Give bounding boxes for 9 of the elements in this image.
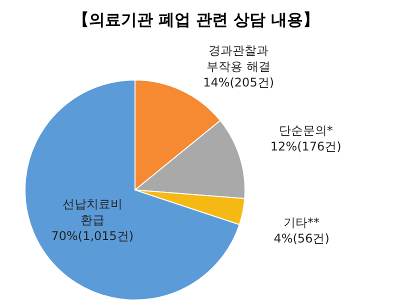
data-label: 12%(176건) — [270, 139, 342, 154]
data-label: 4%(56건) — [274, 232, 330, 246]
slice-label: 단순문의* — [278, 123, 333, 138]
slice-label: 선납치료비 환급 — [62, 197, 122, 228]
slice-label: 기타** — [284, 216, 320, 230]
data-label: 14%(205건) — [203, 75, 274, 90]
data-label: 70%(1,015건) — [51, 229, 134, 244]
slice-label: 경과관찰과 부작용 해결 — [206, 43, 270, 74]
chart-title: 【의료기관 폐업 관련 상담 내용】 — [72, 10, 320, 29]
